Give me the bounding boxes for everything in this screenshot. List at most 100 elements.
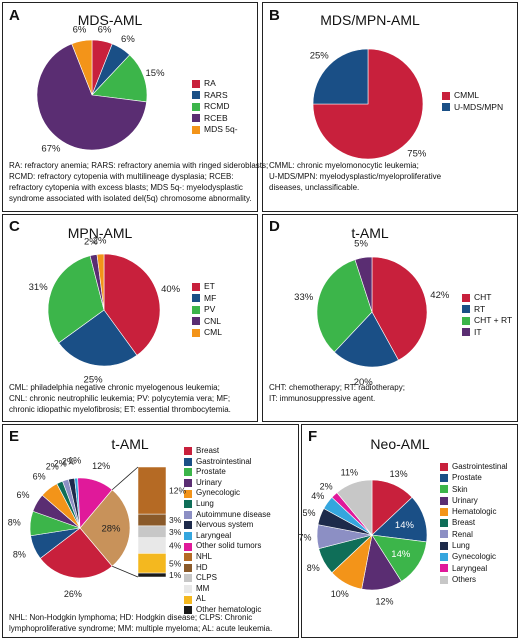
legend-label: RA <box>204 78 216 88</box>
data-label: 12% <box>376 596 394 606</box>
legend-swatch <box>440 564 448 573</box>
legend-swatch <box>462 305 470 314</box>
legend-a: RA RARS RCMD RCEB MDS 5q- <box>192 78 238 136</box>
legend-item: RARS <box>192 90 238 102</box>
panel-d <box>262 214 518 422</box>
data-label: 31% <box>29 282 49 293</box>
legend-swatch <box>184 532 192 541</box>
legend-item: Lung <box>184 499 271 510</box>
legend-item: ET <box>192 281 222 293</box>
footnote-a: RA: refractory anemia; RARS: refractory … <box>9 160 268 204</box>
legend-label: CHT <box>474 292 492 302</box>
legend-swatch <box>192 328 200 337</box>
data-label: 40% <box>161 284 181 295</box>
panel-f <box>301 424 518 638</box>
footnote-line: CNL: chronic neutrophilic leukemia; PV: … <box>9 394 231 403</box>
data-label: 14% <box>395 520 415 531</box>
legend-swatch <box>442 91 450 100</box>
legend-item: CLPS <box>184 573 271 584</box>
legend-item: Hematologic <box>440 506 508 517</box>
pie-slice <box>58 309 138 367</box>
legend-item: RCEB <box>192 113 238 125</box>
legend-label: MF <box>204 292 217 303</box>
footnote-line: CHT: chemotherapy; RT: radiotherapy; <box>269 383 405 392</box>
data-label: 6% <box>98 25 112 36</box>
legend-swatch <box>184 574 192 583</box>
legend-item: PV <box>192 304 222 316</box>
legend-item: Breast <box>440 517 508 528</box>
legend-swatch <box>440 541 448 550</box>
legend-item: Laryngeal <box>184 531 271 542</box>
legend-label: CLPS <box>196 573 217 583</box>
data-label: 25% <box>84 375 104 386</box>
legend-label: Prostate <box>452 473 482 483</box>
legend-label: Lung <box>452 541 470 551</box>
legend-item: Nervous system <box>184 520 271 531</box>
legend-label: Hematologic <box>452 507 497 517</box>
legend-swatch <box>192 102 200 111</box>
footnote-line: RCMD: refractory cytopenia with multilin… <box>9 172 234 181</box>
data-label: 2% <box>46 461 59 471</box>
legend-label: HD <box>196 562 208 572</box>
data-label: 2% <box>54 458 67 468</box>
data-label: 75% <box>407 148 427 159</box>
legend-swatch <box>192 91 200 100</box>
bar-segment <box>137 553 167 574</box>
data-label: 11% <box>341 467 358 477</box>
legend-swatch <box>462 328 470 337</box>
panel-letter-f: F <box>308 428 318 445</box>
legend-label: RARS <box>204 89 228 100</box>
legend-swatch <box>184 542 192 551</box>
legend-b: CMML U-MDS/MPN <box>442 90 503 113</box>
legend-item: Laryngeal <box>440 563 508 574</box>
legend-item: Renal <box>440 529 508 540</box>
legend-c: ET MF PV CNL CML <box>192 281 222 339</box>
legend-swatch <box>184 585 192 594</box>
legend-swatch <box>440 575 448 584</box>
panel-letter-d: D <box>269 218 280 235</box>
legend-item: CML <box>192 327 222 339</box>
bar-segment <box>137 466 167 515</box>
legend-item: Breast <box>184 446 271 457</box>
legend-label: Urinary <box>196 477 222 487</box>
legend-item: Skin <box>440 484 508 495</box>
legend-label: MM <box>196 583 210 593</box>
data-label: 42% <box>430 290 450 301</box>
legend-swatch <box>184 447 192 456</box>
legend-swatch <box>192 294 200 303</box>
bar-segment <box>137 513 167 527</box>
legend-label: Nervous system <box>196 520 254 530</box>
pie-slice <box>47 255 105 344</box>
data-label: 6% <box>121 34 135 45</box>
legend-label: Gastrointestinal <box>196 456 252 466</box>
data-label: 6% <box>33 472 46 482</box>
footnote-line: U-MDS/MPN: myelodysplastic/myeloprolifer… <box>269 172 442 181</box>
legend-label: AL <box>196 594 206 604</box>
footnote-line: NHL: Non-Hodgkin lymphoma; HD: Hodgkin d… <box>9 613 253 622</box>
panel-b <box>262 2 518 212</box>
data-label: 7% <box>299 533 312 543</box>
legend-label: ET <box>204 281 215 291</box>
legend-item: AL <box>184 594 271 605</box>
data-label: 5% <box>302 508 315 518</box>
legend-item: RCMD <box>192 101 238 113</box>
bar-label: 1% <box>169 570 182 580</box>
legend-label: CHT + RT <box>474 315 513 325</box>
footnote-line: CMML: chronic myelomonocytic leukemia; <box>269 161 419 170</box>
legend-swatch <box>184 595 192 604</box>
legend-item: Urinary <box>440 495 508 506</box>
footnote-b: CMML: chronic myelomonocytic leukemia; U-… <box>269 160 441 193</box>
bar-label: 3% <box>169 527 182 537</box>
legend-item: NHL <box>184 552 271 563</box>
legend-item: Gynecologic <box>440 551 508 562</box>
panel-a <box>2 2 258 212</box>
legend-item: HD <box>184 563 271 574</box>
legend-swatch <box>184 468 192 477</box>
legend-label: Urinary <box>452 495 478 505</box>
footnote-line: IT: immunosuppressive agent. <box>269 394 376 403</box>
legend-item: CHT + RT <box>462 315 512 327</box>
legend-item: CHT <box>462 292 512 304</box>
legend-d: CHT RT CHT + RT IT <box>462 292 512 338</box>
legend-label: Other solid tumors <box>196 541 262 551</box>
footnote-line: RA: refractory anemia; RARS: refractory … <box>9 161 269 170</box>
